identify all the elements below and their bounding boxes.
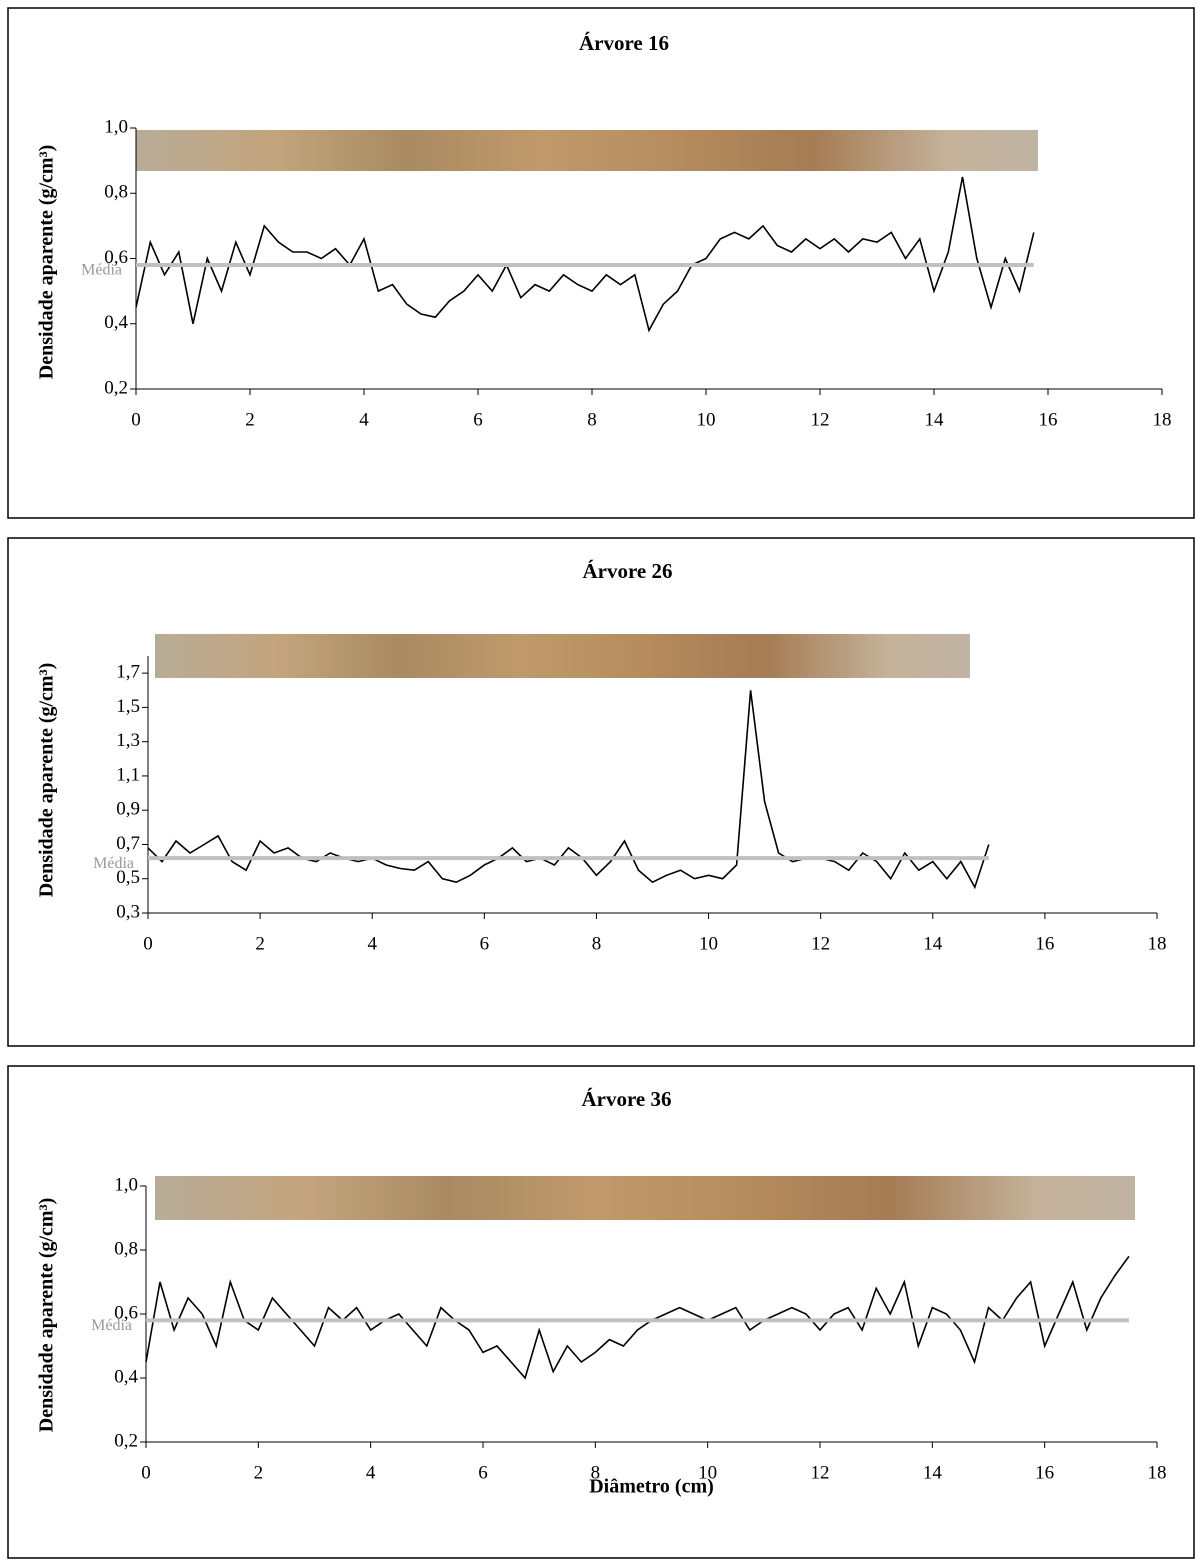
mean-label: Média: [93, 855, 134, 872]
y-tick-label: 0,8: [104, 182, 128, 203]
x-tick-label: 14: [923, 933, 943, 954]
wood-image: [136, 130, 1038, 171]
y-axis-label: Densidade aparente (g/cm³): [36, 663, 58, 898]
x-tick-label: 12: [811, 1462, 830, 1483]
y-tick-label: 0,2: [104, 377, 128, 398]
y-axis-label: Densidade aparente (g/cm³): [36, 145, 58, 380]
x-axis-label: Diâmetro (cm): [589, 1476, 714, 1498]
x-tick-label: 14: [923, 1462, 943, 1483]
x-tick-label: 16: [1039, 409, 1058, 430]
x-tick-label: 8: [592, 933, 602, 954]
density-line: [135, 176, 1035, 333]
wood-image: [155, 1176, 1135, 1220]
x-tick-label: 18: [1148, 1462, 1167, 1483]
x-tick-label: 16: [1035, 933, 1054, 954]
y-tick-label: 1,0: [114, 1174, 138, 1195]
wood-image: [155, 634, 970, 678]
x-tick-label: 14: [925, 409, 945, 430]
x-tick-label: 18: [1148, 933, 1167, 954]
mean-label: Média: [81, 262, 122, 279]
x-tick-label: 0: [143, 933, 153, 954]
y-tick-label: 0,9: [116, 799, 140, 820]
y-tick-label: 0,8: [114, 1238, 138, 1259]
x-tick-label: 0: [131, 409, 141, 430]
x-tick-label: 6: [478, 1462, 488, 1483]
x-tick-label: 8: [587, 409, 597, 430]
x-tick-label: 12: [811, 933, 830, 954]
y-tick-label: 0,5: [116, 867, 140, 888]
x-tick-label: 4: [366, 1462, 376, 1483]
mean-label: Média: [91, 1317, 132, 1334]
y-tick-label: 0,4: [114, 1366, 138, 1387]
panel-border: [7, 1065, 1195, 1559]
x-tick-label: 6: [480, 933, 490, 954]
x-tick-label: 6: [473, 409, 483, 430]
density-line: [147, 690, 990, 890]
x-tick-label: 2: [254, 1462, 264, 1483]
x-tick-label: 12: [811, 409, 830, 430]
y-tick-label: 0,7: [116, 833, 140, 854]
panel-border: [7, 537, 1195, 1047]
x-tick-label: 4: [359, 409, 369, 430]
y-tick-label: 0,6: [114, 1302, 138, 1323]
x-tick-label: 2: [245, 409, 255, 430]
y-tick-label: 0,6: [104, 247, 128, 268]
chart-title: Árvore 36: [582, 1087, 672, 1111]
y-tick-label: 0,2: [114, 1430, 138, 1451]
y-tick-label: 1,7: [116, 661, 140, 682]
x-tick-label: 10: [699, 933, 718, 954]
y-tick-label: 1,0: [104, 116, 128, 137]
y-tick-label: 0,4: [104, 312, 128, 333]
x-tick-label: 10: [698, 1462, 717, 1483]
x-tick-label: 16: [1035, 1462, 1054, 1483]
y-tick-label: 1,3: [116, 730, 140, 751]
x-tick-label: 10: [697, 409, 716, 430]
panel-border: [7, 7, 1195, 519]
y-tick-label: 1,1: [116, 764, 140, 785]
chart-title: Árvore 26: [583, 559, 673, 583]
x-tick-label: 8: [591, 1462, 601, 1483]
x-tick-label: 4: [367, 933, 377, 954]
x-tick-label: 0: [141, 1462, 151, 1483]
density-line: [145, 1255, 1130, 1380]
x-tick-label: 18: [1153, 409, 1172, 430]
y-tick-label: 1,5: [116, 696, 140, 717]
y-tick-label: 0,3: [116, 901, 140, 922]
chart-title: Árvore 16: [579, 31, 669, 55]
x-tick-label: 2: [255, 933, 265, 954]
y-axis-label: Densidade aparente (g/cm³): [36, 1198, 58, 1433]
